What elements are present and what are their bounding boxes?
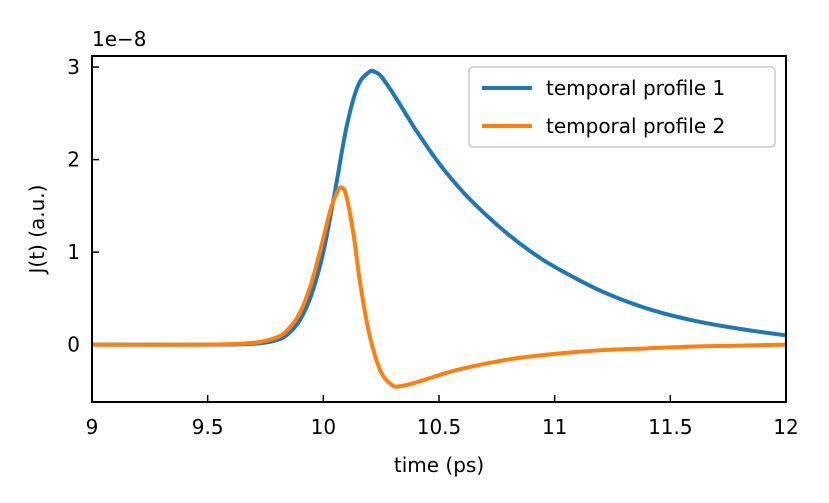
legend-box [468,66,776,148]
plot-frame [91,55,787,403]
x-tick-label: 11.5 [648,415,693,439]
legend: temporal profile 1 temporal profile 2 [468,66,776,148]
legend-label-series-1: temporal profile 1 [546,76,725,100]
x-tick-label: 9 [86,415,99,439]
x-tick-label: 12 [773,415,798,439]
y-axis-label: J(t) (a.u.) [25,185,49,276]
series-line-1 [91,68,787,347]
series-line-2 [91,185,787,389]
x-tick-label: 11 [542,415,567,439]
y-tick-label: 2 [67,148,80,172]
series-layer [91,68,787,389]
x-tick-label: 9.5 [192,415,224,439]
x-axis-label: time (ps) [394,453,484,477]
y-tick-label: 0 [67,333,80,357]
x-tick-label: 10.5 [417,415,462,439]
legend-label-series-2: temporal profile 2 [546,114,725,138]
y-tick-label: 1 [67,240,80,264]
y-offset-label: 1e−8 [92,27,147,51]
x-tick-label: 10 [311,415,336,439]
y-tick-label: 3 [67,55,80,79]
